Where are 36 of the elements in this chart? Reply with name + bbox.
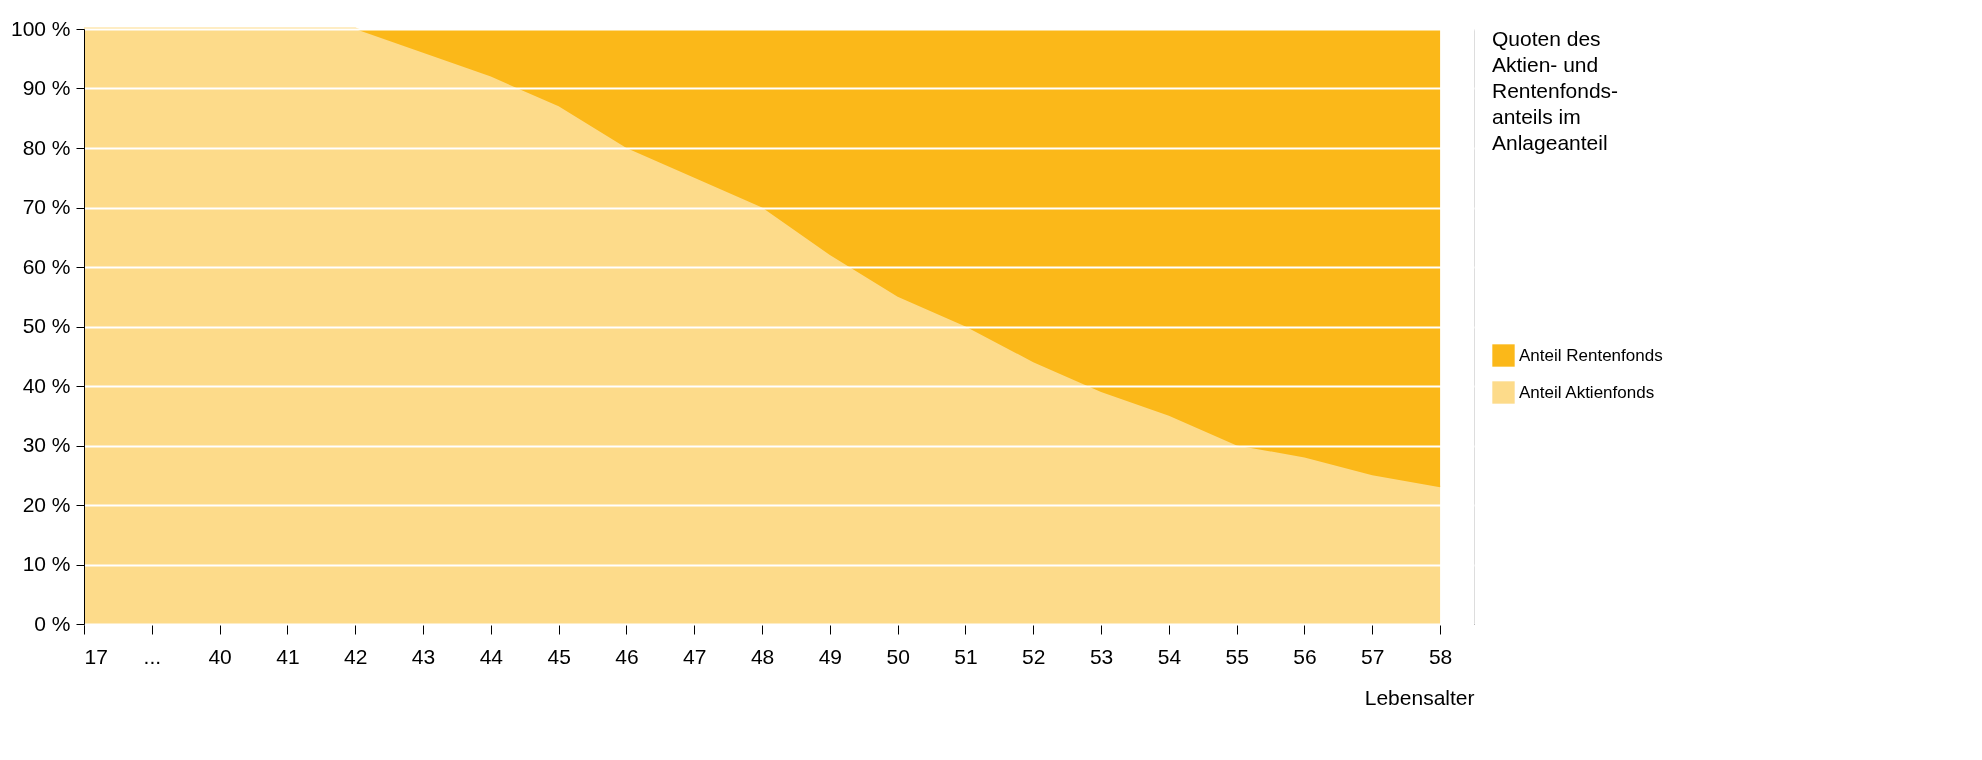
y-tick-label: 40 % <box>22 373 71 397</box>
x-tick-label: 44 <box>479 644 504 668</box>
x-tick-label: 43 <box>411 644 436 668</box>
x-tick-label: 56 <box>1293 644 1317 668</box>
x-axis-title: Lebensalter <box>1364 685 1475 709</box>
legend-title: Quoten des Aktien- und Rentenfonds- anteils im Anlageanteil <box>1492 27 1619 154</box>
y-tick-label: 80 % <box>22 135 71 159</box>
x-tick-label: 52 <box>1022 644 1046 668</box>
legend-label: Anteil Aktienfonds <box>1519 382 1655 402</box>
x-tick-label: 42 <box>344 644 368 668</box>
y-tick-label: 50 % <box>22 314 71 337</box>
x-tick-label: 49 <box>818 644 843 668</box>
x-tick-label: 54 <box>1157 644 1182 668</box>
y-tick-label: 100 % <box>10 16 71 40</box>
y-tick-label: 90 % <box>22 76 71 99</box>
y-tick-label: 70 % <box>22 195 71 218</box>
x-tick-label: 46 <box>615 644 639 668</box>
y-tick-label: 60 % <box>22 254 71 278</box>
x-tick-label: 41 <box>276 644 300 668</box>
x-tick-label: 40 <box>208 644 232 668</box>
y-tick-label: 30 % <box>22 433 71 456</box>
y-tick-label: 20 % <box>22 492 71 516</box>
y-tick-label: 10 % <box>22 552 71 575</box>
x-tick-label: 57 <box>1361 644 1385 668</box>
x-tick-label: 45 <box>547 644 571 668</box>
x-tick-label: 58 <box>1428 644 1453 668</box>
x-tick-label: 51 <box>954 644 978 668</box>
x-tick-label: 17 <box>84 644 108 668</box>
x-tick-label: 47 <box>683 644 707 668</box>
legend-label: Anteil Rentenfonds <box>1519 345 1663 365</box>
x-tick-label: 48 <box>750 644 775 668</box>
x-tick-label: 50 <box>886 644 910 668</box>
x-tick-label: ... <box>143 644 162 668</box>
x-tick-label: 55 <box>1225 644 1249 668</box>
x-tick-label: 53 <box>1089 644 1114 668</box>
y-tick-label: 0 % <box>34 611 71 635</box>
